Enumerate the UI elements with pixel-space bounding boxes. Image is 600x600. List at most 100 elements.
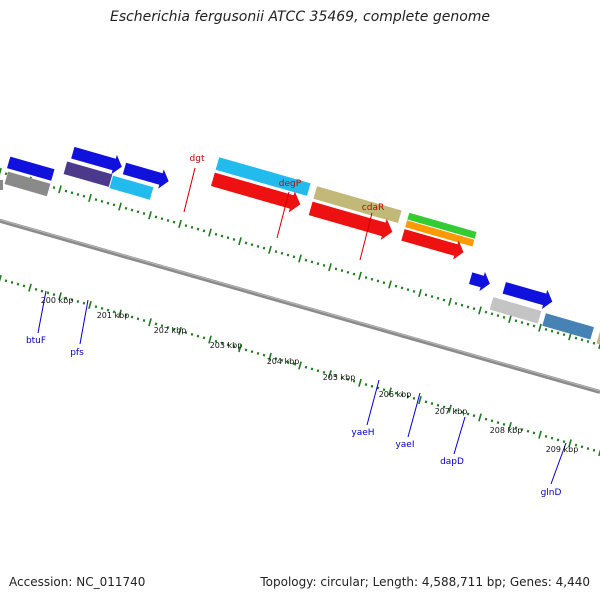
minor-tick — [400, 286, 404, 290]
minor-tick — [70, 191, 74, 195]
gene-arrow — [122, 162, 169, 189]
minor-tick — [394, 284, 398, 288]
gene-label-pfs: pfs — [70, 348, 84, 358]
major-tick — [358, 271, 362, 280]
minor-tick — [460, 303, 464, 307]
gene-label-dapD: dapD — [440, 457, 464, 467]
major-tick — [88, 300, 92, 310]
inner-tick-ring — [0, 274, 600, 457]
minor-tick — [154, 215, 158, 219]
minor-tick — [490, 312, 494, 316]
gene-arrow — [401, 229, 464, 260]
minor-tick — [346, 377, 350, 381]
minor-tick — [256, 351, 260, 355]
minor-tick — [580, 445, 584, 449]
map-title: Escherichia fergusonii ATCC 35469, compl… — [109, 9, 491, 25]
gene-block — [405, 220, 475, 247]
major-tick — [118, 202, 122, 211]
major-tick — [58, 292, 62, 301]
genome-backbone — [0, 218, 600, 394]
minor-tick — [490, 419, 494, 423]
major-tick — [148, 211, 152, 220]
minor-tick — [142, 212, 146, 215]
gene-label-dgt: dgt — [190, 154, 205, 164]
minor-tick — [364, 276, 368, 279]
major-tick — [298, 254, 302, 263]
gene-block — [407, 212, 477, 239]
minor-tick — [370, 277, 374, 281]
minor-tick — [244, 348, 248, 352]
minor-tick — [514, 426, 518, 430]
minor-tick — [454, 409, 458, 412]
minor-tick — [142, 319, 146, 322]
major-tick — [358, 378, 362, 387]
minor-tick — [574, 443, 578, 447]
minor-tick — [340, 269, 344, 273]
minor-tick — [100, 199, 104, 203]
minor-tick — [16, 282, 20, 286]
minor-tick — [64, 189, 68, 193]
major-tick — [328, 370, 332, 379]
minor-tick — [94, 305, 98, 309]
minor-tick — [136, 317, 140, 321]
major-tick — [118, 309, 122, 318]
major-tick — [238, 237, 242, 246]
minor-tick — [562, 440, 566, 444]
major-tick — [508, 421, 512, 431]
minor-tick — [574, 336, 578, 340]
minor-tick — [430, 295, 434, 298]
major-tick — [328, 263, 332, 272]
minor-tick — [160, 324, 164, 328]
minor-tick — [202, 336, 206, 340]
minor-tick — [274, 250, 278, 254]
minor-tick — [436, 403, 440, 407]
major-tick — [148, 318, 152, 327]
major-tick — [568, 439, 572, 448]
gene-label-degP: degP — [279, 179, 302, 189]
tick-label: 209 kbp — [546, 445, 579, 454]
gene-block — [6, 156, 55, 181]
minor-tick — [424, 400, 428, 404]
minor-tick — [334, 374, 338, 378]
minor-tick — [496, 314, 500, 318]
major-tick — [178, 219, 182, 228]
major-tick — [28, 283, 32, 292]
minor-tick — [136, 210, 140, 214]
minor-tick — [172, 327, 176, 331]
minor-tick — [496, 421, 500, 425]
minor-tick — [64, 296, 68, 300]
minor-tick — [130, 315, 134, 319]
minor-tick — [472, 414, 476, 418]
minor-tick — [130, 208, 134, 212]
minor-tick — [196, 227, 200, 231]
major-tick — [88, 193, 92, 203]
major-tick — [0, 167, 2, 175]
minor-tick — [532, 431, 536, 435]
tick-label: 204 kbp — [267, 357, 300, 366]
minor-tick — [382, 388, 386, 392]
minor-tick — [256, 244, 260, 248]
minor-tick — [166, 326, 170, 329]
minor-tick — [160, 217, 164, 221]
gene-block — [109, 175, 154, 200]
minor-tick — [112, 203, 116, 207]
minor-tick — [274, 357, 278, 361]
minor-tick — [286, 360, 290, 364]
major-tick — [448, 297, 452, 306]
gene-arrow — [71, 146, 122, 175]
minor-tick — [406, 288, 410, 292]
minor-tick — [352, 379, 356, 383]
gene-block — [63, 161, 113, 187]
gene-arrow — [210, 172, 301, 213]
tick-label: 200 kbp — [41, 296, 74, 305]
gene-arrow — [502, 282, 553, 310]
minor-tick — [310, 367, 314, 371]
minor-tick — [580, 338, 584, 342]
minor-tick — [154, 322, 158, 326]
minor-tick — [124, 313, 128, 317]
genome-stats: Topology: circular; Length: 4,588,711 bp… — [260, 575, 590, 589]
minor-tick — [514, 319, 518, 323]
minor-tick — [34, 287, 38, 291]
minor-tick — [82, 194, 86, 198]
